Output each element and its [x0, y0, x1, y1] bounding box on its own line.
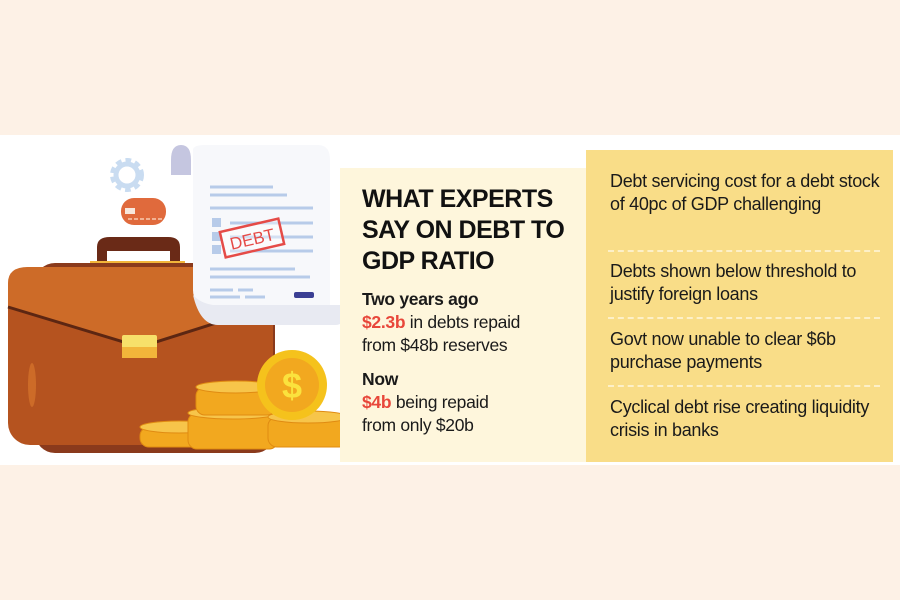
expert-points-panel: Debt servicing cost for a debt stock of …: [586, 150, 893, 462]
document-icon: DEBT: [171, 145, 345, 325]
past-reserves: from $48b reserves: [362, 335, 508, 355]
debt-illustration: DEBT $: [7, 145, 349, 453]
point-item: Cyclical debt rise creating liquidity cr…: [610, 397, 870, 440]
divider: [608, 317, 880, 319]
now-summary: Now $4b being repaid from only $20b: [362, 368, 587, 437]
summary-panel: WHAT EXPERTS SAY ON DEBT TO GDP RATIO Tw…: [340, 168, 586, 462]
point-item: Debt servicing cost for a debt stock of …: [610, 171, 880, 214]
debt-stamp: DEBT: [218, 217, 286, 259]
coin-stack-icon: [139, 380, 349, 450]
past-amount: $2.3b: [362, 312, 406, 332]
past-summary: Two years ago $2.3b in debts repaid from…: [362, 288, 587, 357]
point-item: Debts shown below threshold to justify f…: [610, 261, 857, 304]
now-reserves: from only $20b: [362, 415, 474, 435]
divider: [608, 385, 880, 387]
svg-text:$: $: [282, 365, 302, 406]
now-amount: $4b: [362, 392, 392, 412]
divider: [608, 250, 880, 252]
gear-icon: [110, 158, 144, 192]
credit-card-icon: [121, 198, 166, 225]
panel-title: WHAT EXPERTS SAY ON DEBT TO GDP RATIO: [362, 185, 565, 275]
dollar-coin-icon: $: [257, 350, 327, 420]
now-text: being repaid: [391, 392, 489, 412]
past-text: in debts repaid: [405, 312, 521, 332]
point-item: Govt now unable to clear $6b purchase pa…: [610, 329, 836, 372]
now-heading: Now: [362, 369, 399, 389]
past-heading: Two years ago: [362, 289, 479, 309]
